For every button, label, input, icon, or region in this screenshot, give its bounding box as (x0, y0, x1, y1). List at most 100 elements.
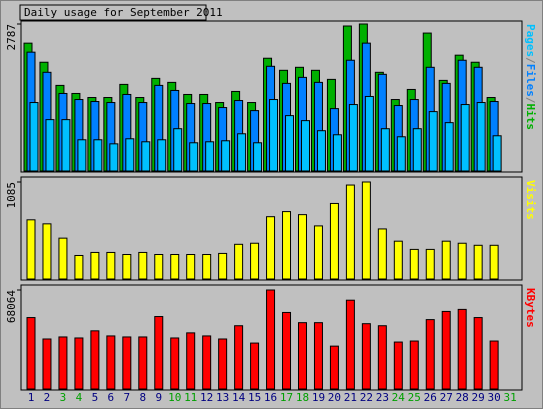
x-tick-label: 26 (424, 391, 437, 404)
bar (253, 142, 263, 172)
x-tick-label: 21 (344, 391, 357, 404)
legend-separator: / (524, 97, 537, 104)
bar (29, 102, 39, 172)
bar (444, 122, 454, 172)
x-tick-label: 3 (60, 391, 67, 404)
bar (106, 335, 116, 390)
x-tick-label: 8 (139, 391, 146, 404)
x-tick-label: 22 (360, 391, 373, 404)
bar (74, 337, 84, 390)
bar (77, 139, 87, 172)
y-tick-label: 2787 (5, 24, 18, 51)
bar (329, 202, 339, 280)
chart-title: Daily usage for September 2011 (24, 6, 223, 19)
bar (489, 340, 499, 390)
x-tick-label: 1 (28, 391, 35, 404)
bar (428, 111, 438, 172)
bar (409, 248, 419, 280)
bar (61, 119, 71, 172)
title-box (19, 4, 207, 21)
bar (329, 345, 339, 390)
legend: Visits (524, 180, 537, 220)
bar (138, 251, 148, 280)
bar (58, 237, 68, 280)
bar (393, 341, 403, 390)
x-tick-label: 9 (155, 391, 162, 404)
bar (473, 244, 483, 280)
bar (460, 104, 470, 172)
bar (250, 242, 260, 280)
x-tick-label: 6 (108, 391, 115, 404)
y-tick-label: 1085 (5, 182, 18, 209)
bar (266, 216, 276, 280)
bar (313, 225, 323, 280)
bar (473, 317, 483, 390)
bar (316, 130, 326, 172)
bar (380, 128, 390, 172)
bar (58, 336, 68, 390)
x-tick-label: 14 (232, 391, 246, 404)
bar (393, 240, 403, 280)
bar (457, 242, 467, 280)
bar (109, 143, 119, 172)
bar (221, 140, 231, 172)
x-tick-label: 24 (392, 391, 406, 404)
x-tick-label: 4 (76, 391, 83, 404)
bar (489, 244, 499, 280)
bar (106, 251, 116, 280)
x-tick-label: 11 (184, 391, 197, 404)
bar (234, 325, 244, 390)
bar (173, 128, 183, 172)
bar (361, 181, 371, 280)
bar (300, 120, 310, 172)
bar (377, 228, 387, 280)
bar (348, 104, 358, 172)
bar (476, 102, 486, 172)
bar (409, 340, 419, 390)
x-tick-label: 28 (456, 391, 469, 404)
x-tick-label: 27 (440, 391, 453, 404)
x-tick-label: 31 (503, 391, 516, 404)
legend-entry: Hits (524, 104, 537, 131)
x-tick-label: 17 (280, 391, 293, 404)
bar (125, 138, 135, 172)
bar (26, 317, 36, 390)
bar (345, 299, 355, 390)
bar (492, 135, 502, 172)
bar (202, 335, 212, 390)
bar (425, 319, 435, 390)
bar (297, 214, 307, 280)
bar (218, 338, 228, 390)
bar (202, 254, 212, 280)
bar (93, 139, 103, 172)
bar (285, 115, 295, 172)
bar (170, 254, 180, 280)
bar (237, 133, 247, 172)
x-tick-label: 16 (264, 391, 277, 404)
bar (266, 289, 276, 390)
bar (170, 337, 180, 390)
x-tick-label: 19 (312, 391, 325, 404)
bar (297, 322, 307, 390)
bar (186, 254, 196, 280)
bar (282, 311, 292, 390)
bar (313, 322, 323, 390)
bar (154, 316, 164, 390)
x-tick-label: 15 (248, 391, 261, 404)
legend-separator: / (524, 57, 537, 64)
bar (425, 248, 435, 280)
bar (42, 338, 52, 390)
x-tick-label: 12 (200, 391, 213, 404)
bar (138, 336, 148, 390)
bar (250, 342, 260, 390)
x-tick-label: 20 (328, 391, 341, 404)
x-tick-label: 25 (408, 391, 421, 404)
bar (377, 325, 387, 390)
bar (74, 254, 84, 280)
x-tick-label: 29 (472, 391, 485, 404)
bar (186, 332, 196, 390)
x-tick-label: 10 (168, 391, 181, 404)
x-tick-label: 18 (296, 391, 309, 404)
bar (345, 184, 355, 280)
